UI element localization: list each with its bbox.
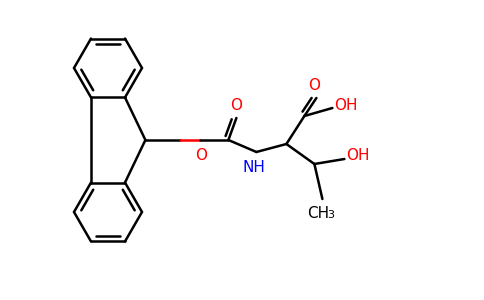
Text: O: O: [230, 98, 242, 113]
Text: 3: 3: [327, 210, 334, 220]
Text: OH: OH: [347, 148, 370, 164]
Text: OH: OH: [334, 98, 358, 112]
Text: NH: NH: [243, 160, 266, 175]
Text: O: O: [196, 148, 208, 163]
Text: O: O: [308, 78, 320, 93]
Text: CH: CH: [307, 206, 330, 221]
